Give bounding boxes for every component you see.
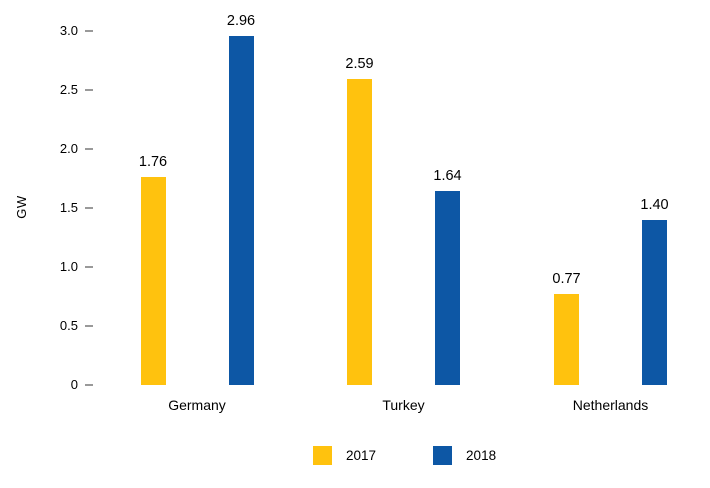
x-category-label: Germany: [168, 397, 226, 413]
y-tick-label: 1.0: [59, 259, 78, 274]
y-tick-label: 0: [70, 377, 78, 392]
legend-swatch-2018: [433, 446, 453, 465]
bar-2018-turkey: [435, 191, 460, 385]
x-category-label: Netherlands: [572, 397, 649, 413]
legend-item-2018: 2018: [433, 446, 496, 465]
bar-2017-turkey: [347, 79, 372, 385]
bar-value-label: 1.64: [433, 168, 462, 185]
legend-label: 2018: [466, 448, 497, 463]
bar-value-label: 1.76: [138, 154, 168, 171]
y-tick-mark: [85, 89, 93, 91]
bar-2017-germany: [140, 177, 166, 385]
y-tick-mark: [85, 207, 93, 209]
legend-label: 2017: [346, 448, 377, 463]
y-tick-mark: [85, 30, 93, 32]
legend: 2017 2018: [313, 446, 496, 465]
bar-value-label: 2.59: [345, 56, 374, 73]
legend-swatch-2017: [313, 446, 332, 465]
y-axis-title: GW: [14, 195, 29, 219]
legend-item-2017: 2017: [313, 446, 376, 465]
bar-2017-netherlands: [554, 294, 579, 385]
bar-value-label: 0.77: [552, 271, 581, 288]
bar-2018-germany: [228, 35, 254, 385]
y-tick-label: 2.0: [59, 141, 78, 156]
y-tick-label: 1.5: [59, 200, 78, 215]
bar-value-label: 2.96: [226, 12, 256, 29]
y-tick-mark: [85, 384, 93, 386]
y-tick-label: 0.5: [59, 318, 78, 333]
y-tick-label: 3.0: [59, 23, 78, 38]
x-category-label: Turkey: [382, 397, 425, 413]
bar-2018-netherlands: [642, 219, 667, 385]
y-tick-mark: [85, 266, 93, 268]
y-tick-mark: [85, 148, 93, 150]
y-tick-label: 2.5: [59, 82, 78, 97]
y-tick-mark: [85, 325, 93, 327]
bar-value-label: 1.40: [640, 196, 669, 213]
